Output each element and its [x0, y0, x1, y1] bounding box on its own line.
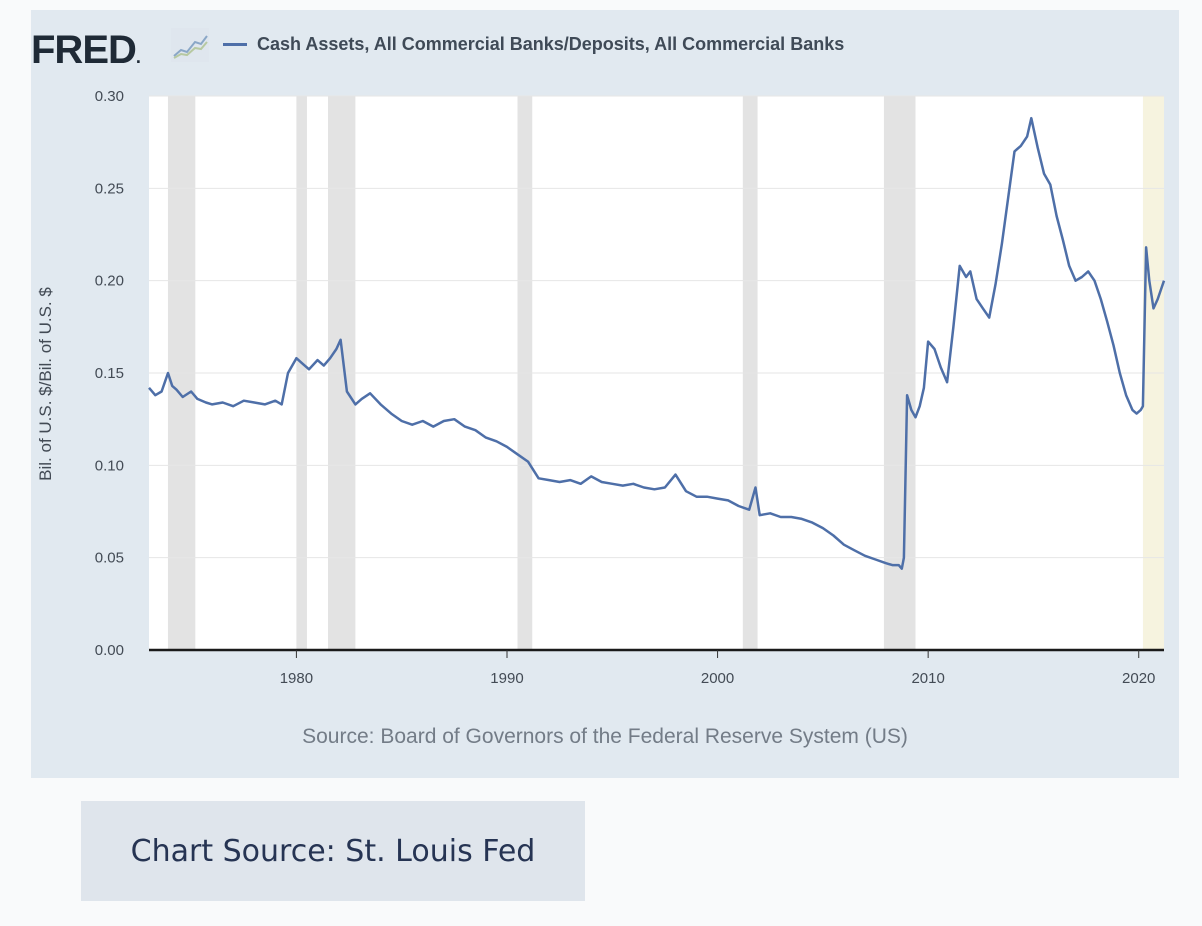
y-tick-label: 0.10 — [95, 457, 124, 474]
axes: 0.00 0.05 0.10 0.15 0.20 0.25 0.30 1980 1990 2000… — [95, 88, 1164, 687]
series-layer — [148, 116, 1166, 570]
fred-logo-text: FRED — [31, 28, 137, 72]
legend-label: Cash Assets, All Commercial Banks/Deposi… — [257, 33, 845, 54]
y-tick-label: 0.00 — [95, 642, 124, 659]
x-tick-label: 2010 — [911, 670, 944, 687]
y-tick-label: 0.15 — [95, 365, 124, 382]
legend-swatch — [223, 42, 247, 46]
chart-card: FRED. Cash Assets, All Commercial Banks/… — [31, 10, 1179, 778]
y-tick-label: 0.05 — [95, 550, 124, 567]
series-line — [148, 116, 1166, 570]
fred-logo-dot: . — [135, 47, 141, 67]
trend-chart-icon — [171, 28, 209, 62]
x-tick-label: 2000 — [701, 670, 734, 687]
y-tick-label: 0.30 — [95, 88, 124, 105]
chart-plot: 0.00 0.05 0.10 0.15 0.20 0.25 0.30 1980 1990 2000… — [36, 88, 1166, 687]
caption-text: Chart Source: St. Louis Fed — [130, 833, 536, 869]
source-note: Source: Board of Governors of the Federa… — [302, 725, 908, 748]
y-tick-label: 0.20 — [95, 273, 124, 290]
y-axis-label: Bil. of U.S. $/Bil. of U.S. $ — [36, 287, 55, 481]
x-tick-label: 1980 — [280, 670, 313, 687]
grid-lines — [149, 95, 1164, 559]
x-tick-label: 1990 — [490, 670, 523, 687]
x-tick-label: 2020 — [1122, 670, 1155, 687]
fred-logo[interactable]: FRED. — [31, 28, 141, 72]
chart-legend: Cash Assets, All Commercial Banks/Deposi… — [223, 32, 844, 56]
y-tick-label: 0.25 — [95, 180, 124, 197]
caption-box: Chart Source: St. Louis Fed — [81, 801, 585, 901]
